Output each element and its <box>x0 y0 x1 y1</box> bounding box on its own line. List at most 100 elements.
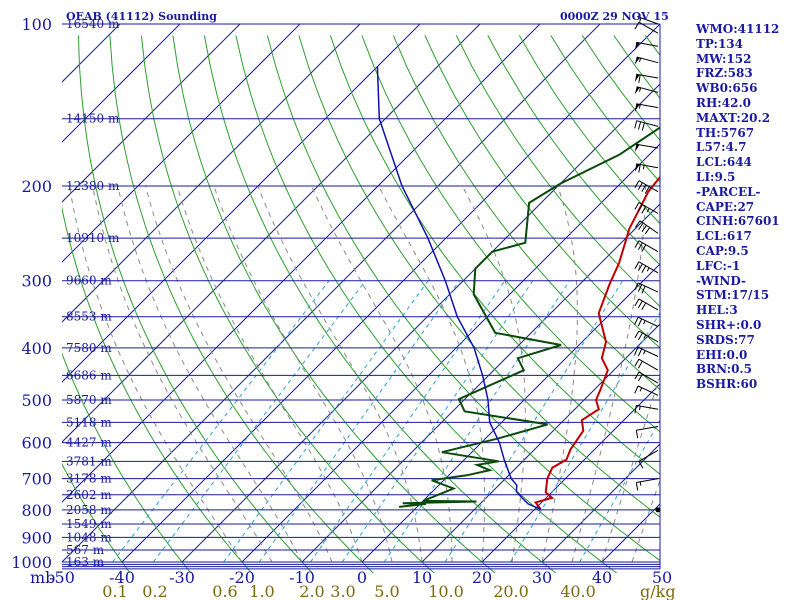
moist-adiabat-line <box>145 185 333 563</box>
wind-barb <box>634 298 659 311</box>
wind-barb <box>635 426 659 439</box>
temperature-tick-label: 30 <box>532 568 552 587</box>
moist-adiabat-line <box>601 374 660 563</box>
sidebar-index-item: LFC:-1 <box>696 258 741 273</box>
dry-adiabat-line <box>235 35 618 573</box>
sidebar-index-item: MAXT:20.2 <box>696 110 771 125</box>
height-label: 14150 m <box>66 112 120 126</box>
isotherm-line <box>421 323 660 563</box>
mixing-ratio-line <box>310 280 506 563</box>
sidebar-index-item: RH:42.0 <box>696 95 751 110</box>
dry-adiabat-line <box>62 463 131 573</box>
isotherm-line <box>62 24 601 563</box>
mixing-ratio-unit-label: g/kg <box>640 582 676 600</box>
wind-barb <box>634 316 659 327</box>
sidebar-index-item: LI:9.5 <box>696 169 736 184</box>
mixing-ratio-tick-label: 1.0 <box>249 582 274 600</box>
wind-barb <box>634 73 659 83</box>
wind-barb <box>634 346 659 357</box>
dry-adiabat-line <box>487 35 660 266</box>
isotherm-line <box>361 263 660 563</box>
pressure-tick-label: 400 <box>21 339 52 358</box>
wind-barb <box>634 56 659 65</box>
sidebar-index-item: CINH:67601 <box>696 214 780 229</box>
temperature-tick-label: -40 <box>109 568 135 587</box>
height-label: 4427 m <box>66 436 112 450</box>
wind-barb <box>634 180 659 194</box>
mixing-ratio-line <box>509 311 660 563</box>
wind-barbs <box>634 16 661 513</box>
height-label: 9660 m <box>66 274 112 288</box>
height-label: 1048 m <box>66 530 112 544</box>
moist-adiabat-line <box>176 185 363 563</box>
height-label: 12380 m <box>66 179 120 193</box>
height-label: 6686 m <box>66 368 112 382</box>
mixing-ratio-tick-label: 20.0 <box>493 582 529 600</box>
dry-adiabat-line <box>62 352 192 573</box>
height-label: 567 m <box>66 543 105 557</box>
pressure-tick-label: 100 <box>21 15 52 34</box>
height-label: 3178 m <box>66 472 112 486</box>
sidebar-index-item: LCL:617 <box>696 229 752 244</box>
mixing-ratio-line <box>258 280 461 563</box>
temperature-tick-label: -20 <box>229 568 255 587</box>
isotherm-line <box>62 24 481 443</box>
dewpoint-line <box>398 126 660 508</box>
dry-adiabat-line <box>140 35 435 573</box>
isotherm-line <box>62 24 541 503</box>
sounding-indices-panel: WMO:41112 TP:134 MW:152 FRZ:583 WB0:656 RH:42… <box>696 22 800 392</box>
wind-barb <box>634 282 659 294</box>
sidebar-index-item: LCL:644 <box>696 155 752 170</box>
temperature-tick-label: 10 <box>412 568 432 587</box>
height-label: 163 m <box>66 555 105 569</box>
sidebar-index-item: FRZ:583 <box>696 66 753 81</box>
sidebar-index-item: BSHR:60 <box>696 377 758 392</box>
dry-adiabat-line <box>172 35 496 573</box>
isotherm-line <box>241 143 660 563</box>
mixing-ratio-line <box>223 280 429 563</box>
height-label: 5118 m <box>66 415 112 429</box>
dry-adiabat-line <box>62 205 253 573</box>
dry-adiabat-line <box>329 35 660 475</box>
sidebar-index-item: BRN:0.5 <box>696 362 752 377</box>
wind-barb <box>634 404 659 414</box>
height-label: 16540 m <box>66 17 120 31</box>
dry-adiabat-line <box>266 35 660 562</box>
mixing-ratio-tick-label: 0.2 <box>142 582 167 600</box>
mixing-ratio-line <box>579 419 660 563</box>
wind-barb <box>634 220 659 235</box>
sidebar-index-item: CAPE:27 <box>696 199 755 214</box>
surface-wind-dot <box>655 507 661 513</box>
pressure-tick-label: 500 <box>21 391 52 410</box>
pressure-tick-label: 300 <box>21 272 52 291</box>
mixing-ratio-tick-label: 2.0 <box>299 582 324 600</box>
mixing-ratio-tick-label: 3.0 <box>330 582 355 600</box>
pressure-tick-label: 200 <box>21 177 52 196</box>
mixing-ratio-tick-label: 0.6 <box>212 582 237 600</box>
height-labels: 16540 m 14150 m 12380 m 10910 m 9660 m 8553 m… <box>66 17 120 569</box>
moist-adiabat-line <box>571 185 646 563</box>
wind-barb <box>637 16 659 25</box>
profile-lines <box>376 66 660 510</box>
isotherm-line <box>62 24 421 383</box>
height-label: 5870 m <box>66 393 112 407</box>
isobar-lines <box>62 23 661 570</box>
wind-barb <box>634 103 659 112</box>
pressure-tick-label: 600 <box>21 434 52 453</box>
wind-barb <box>634 202 659 214</box>
wind-barb <box>634 120 659 131</box>
mixing-ratio-tick-label: 0.1 <box>102 582 127 600</box>
mixing-ratio-tick-label: 10.0 <box>428 582 464 600</box>
mixing-ratio-tick-label: 5.0 <box>374 582 399 600</box>
wind-barb <box>634 21 659 34</box>
pressure-tick-label: 800 <box>21 501 52 520</box>
wind-barb <box>638 449 659 469</box>
dry-adiabat-line <box>203 35 557 573</box>
sidebar-index-item: TP:134 <box>696 36 744 51</box>
moist-adiabat-line <box>378 185 486 563</box>
temperature-tick-label: -50 <box>49 568 75 587</box>
mixing-ratio-line <box>112 280 330 563</box>
pressure-unit-label: mb <box>30 568 55 587</box>
